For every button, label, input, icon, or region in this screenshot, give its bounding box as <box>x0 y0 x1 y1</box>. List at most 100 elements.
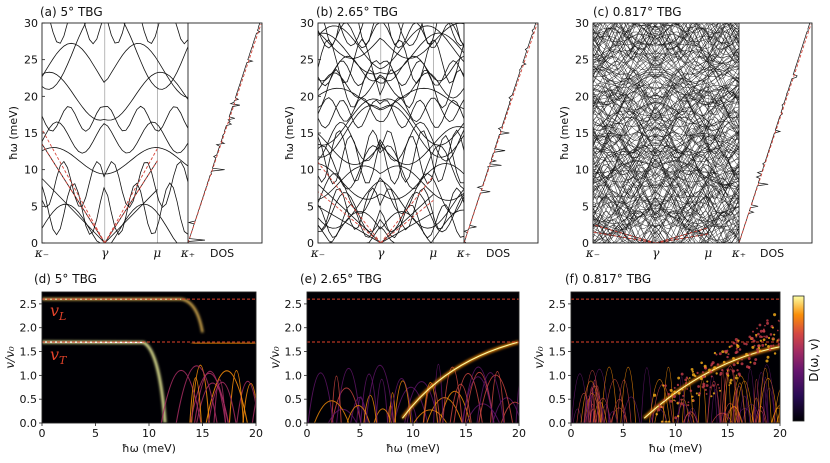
panel-b-bands <box>318 23 464 243</box>
x-tick-label: κ₊ <box>456 246 471 260</box>
heat-speck <box>773 333 776 336</box>
heat-speck <box>758 323 762 327</box>
phonon-band <box>593 210 739 243</box>
y-axis-label: v/v₀ <box>532 346 546 369</box>
colorbar-gradient <box>792 295 805 422</box>
phonon-band <box>593 132 739 162</box>
heat-speck <box>676 415 680 418</box>
band-arc <box>710 389 720 423</box>
band-arc <box>580 380 602 423</box>
band-arc <box>360 373 378 423</box>
heat-speck <box>725 372 729 375</box>
phonon-band <box>593 125 739 154</box>
phonon-band <box>593 131 739 158</box>
phonon-band <box>593 23 739 44</box>
bright-streak-core <box>401 341 519 419</box>
band-arc <box>422 382 439 423</box>
phonon-band <box>593 163 739 188</box>
phonon-band <box>593 23 718 28</box>
vT-branch <box>42 340 167 423</box>
heat-speck <box>715 353 718 356</box>
heat-speck <box>769 344 773 348</box>
heat-speck <box>734 337 738 342</box>
y-tick-label: 2.0 <box>20 322 38 335</box>
heat-speck <box>677 401 680 404</box>
phonon-band <box>593 116 739 151</box>
heat-speck <box>662 384 665 387</box>
heat-speck <box>680 402 684 406</box>
phonon-band <box>593 72 739 100</box>
panel-b: (b) 2.65° TBG 0 5 10 15 20 25 30 ħω (meV) κ₋ γ μ κ₊… <box>283 5 539 260</box>
phonon-band <box>593 54 739 83</box>
heat-speck <box>769 333 773 336</box>
dos-curve <box>463 22 537 244</box>
panel-e: (e) 2.65° TBG 0.0 0.5 1.0 1.5 2.0 2.5 0 5 10 15 20… <box>268 272 526 455</box>
phonon-band <box>42 105 188 132</box>
phonon-band <box>593 23 726 34</box>
heat-speck <box>677 376 681 380</box>
phonon-band <box>593 86 739 117</box>
y-tick-label: 1.0 <box>20 369 38 382</box>
heat-speck <box>748 366 751 370</box>
y-axis-label: ħω (meV) <box>283 106 296 160</box>
band-arc <box>191 364 210 423</box>
linear-dispersion <box>318 162 382 243</box>
band-arc <box>584 395 593 423</box>
phonon-band <box>593 23 733 43</box>
phonon-band <box>318 97 464 123</box>
x-tick-label: 10 <box>142 427 156 440</box>
band-arc <box>490 370 505 423</box>
heat-speck <box>682 394 685 397</box>
panel-f: (f) 0.817° TBG 0.0 0.5 1.0 1.5 2.0 2.5 0 5 10 15 2… <box>532 272 787 455</box>
x-tick-label: 15 <box>459 427 473 440</box>
phonon-band <box>318 180 464 229</box>
band-arc <box>778 395 780 423</box>
phonon-band <box>593 170 739 205</box>
phonon-band <box>593 180 739 206</box>
panel-a-dos <box>187 22 262 244</box>
heat-speck <box>686 388 689 390</box>
band-arc <box>388 392 397 423</box>
heat-speck <box>667 392 670 396</box>
phonon-band <box>318 25 464 70</box>
v-T-annotation: vT <box>50 345 68 367</box>
phonon-band <box>593 148 739 178</box>
phonon-band <box>593 163 739 188</box>
heat-speck <box>762 338 766 342</box>
panel-b-frame: 0 5 10 15 20 25 30 ħω (meV) κ₋ γ μ κ₊ <box>283 17 539 260</box>
heat-speck <box>701 371 704 374</box>
heat-speck <box>773 352 777 355</box>
phonon-band <box>593 60 739 92</box>
heat-speck <box>710 375 713 378</box>
band-arc <box>346 404 371 423</box>
phonon-band <box>593 187 739 219</box>
phonon-band <box>593 182 739 217</box>
phonon-band <box>593 150 739 181</box>
heat-speck <box>777 342 780 347</box>
phonon-band <box>593 183 739 217</box>
vL-branch <box>42 298 204 333</box>
heat-speck <box>766 355 770 359</box>
heat-speck <box>753 361 757 365</box>
linear-dispersion <box>42 129 106 243</box>
phonon-band <box>614 23 739 45</box>
y-tick-label: 0 <box>307 237 314 250</box>
phonon-band <box>593 82 739 115</box>
phonon-band <box>593 116 739 146</box>
heat-speck <box>719 371 723 375</box>
heat-speck <box>715 372 718 375</box>
panel-a-frame: 0 5 10 15 20 25 30 ħω (meV) κ₋ γ μ κ₊ <box>7 17 263 260</box>
heat-speck <box>731 369 735 373</box>
heat-speck <box>667 420 671 423</box>
phonon-band <box>593 23 739 46</box>
band-arc <box>683 412 695 423</box>
phonon-band <box>593 102 739 127</box>
heat-speck <box>688 377 691 379</box>
heat-speck <box>699 376 703 380</box>
band-arc <box>207 382 237 423</box>
panel-b-title: (b) 2.65° TBG <box>316 5 398 19</box>
heat-speck <box>681 388 684 391</box>
heat-speck <box>752 330 754 333</box>
dos-curve <box>187 22 261 244</box>
heat-speck <box>669 389 673 392</box>
